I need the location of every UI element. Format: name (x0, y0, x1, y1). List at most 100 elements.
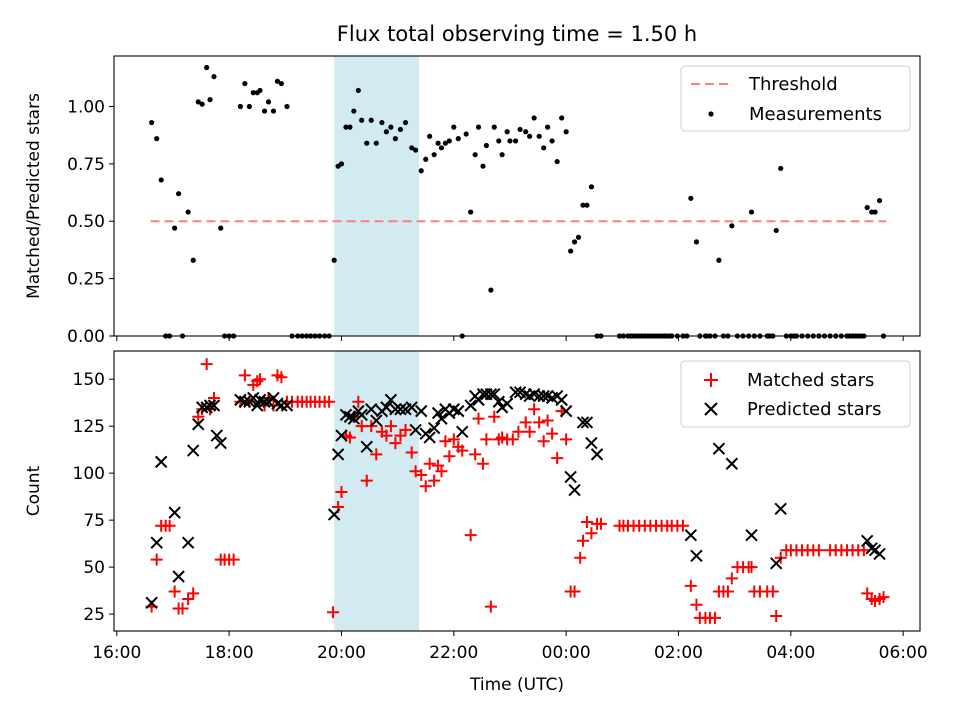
measurement-point (778, 166, 783, 171)
measurement-point (774, 228, 779, 233)
measurement-point (364, 141, 369, 146)
measurement-point (576, 235, 581, 240)
matched-star-point (690, 599, 702, 611)
matched-star-point (201, 358, 213, 370)
measurement-point (729, 223, 734, 228)
matched-star-point (151, 554, 163, 566)
measurement-point (541, 145, 546, 150)
measurement-point (393, 136, 398, 141)
measurement-point (238, 104, 243, 109)
chart-title: Flux total observing time = 1.50 h (337, 22, 697, 46)
top-panel: 0.000.250.500.751.00 Matched/Predicted s… (24, 56, 920, 347)
predicted-star-point (457, 426, 468, 437)
matched-star-point (813, 544, 825, 556)
top-shaded-span (334, 56, 419, 336)
measurement-point (419, 168, 424, 173)
matched-star-point (239, 369, 251, 381)
measurement-point (247, 104, 252, 109)
measurement-point (266, 99, 271, 104)
matched-star-point (542, 415, 554, 427)
predicted-star-point (169, 507, 180, 518)
predicted-star-point (173, 571, 184, 582)
measurement-point (545, 125, 550, 130)
measurement-point (149, 120, 154, 125)
measurement-point (572, 239, 577, 244)
top-y-axis: 0.00 0.25 0.50 0.75 1.00 (67, 97, 114, 347)
y-tick-label: 150 (73, 370, 105, 390)
predicted-star-point (565, 471, 576, 482)
measurement-point (176, 191, 181, 196)
matched-star-point (485, 601, 497, 613)
predicted-star-point (592, 449, 603, 460)
measurement-point (432, 152, 437, 157)
x-tick-label: 06:00 (879, 643, 928, 663)
measurement-point (379, 120, 384, 125)
matched-star-point (585, 527, 597, 539)
measurement-point (559, 115, 564, 120)
y-tick-label: 1.00 (67, 97, 105, 117)
measurement-point (877, 198, 882, 203)
matched-star-point (685, 580, 697, 592)
matched-star-point (428, 475, 440, 487)
matched-star-point (420, 480, 432, 492)
y-tick-label: 0.00 (67, 327, 105, 347)
measurement-point (694, 239, 699, 244)
bottom-x-axis: 16:00 18:00 20:00 22:00 00:00 02:00 04:00 06:00 (92, 631, 927, 663)
measurement-point (451, 125, 456, 130)
bottom-legend: Matched stars Predicted stars (681, 361, 910, 427)
measurement-point (505, 129, 510, 134)
measurement-point (359, 118, 364, 123)
matched-star-point (574, 552, 586, 564)
measurement-point (468, 209, 473, 214)
measurement-point (211, 74, 216, 79)
predicted-star-point (874, 548, 885, 559)
x-tick-label: 04:00 (766, 643, 815, 663)
predicted-star-point (746, 530, 757, 541)
measurement-point (456, 136, 461, 141)
bottom-y-axis: 25 50 75 100 125 150 (73, 370, 114, 625)
measurement-point (688, 196, 693, 201)
matched-star-point (581, 516, 593, 528)
bottom-panel: 25 50 75 100 125 150 16:00 18:00 20:00 22:00 00:0… (24, 351, 928, 695)
matched-star-point (488, 411, 500, 423)
measurement-point (484, 143, 489, 148)
matched-star-point (512, 426, 524, 438)
measurement-point (537, 134, 542, 139)
y-tick-label: 0.75 (67, 155, 105, 175)
measurement-point (271, 108, 276, 113)
matched-star-point (469, 448, 481, 460)
measurement-point (172, 226, 177, 231)
x-tick-label: 16:00 (92, 643, 141, 663)
x-tick-label: 20:00 (317, 643, 366, 663)
predicted-star-point (586, 438, 597, 449)
matched-star-point (254, 373, 266, 385)
x-tick-label: 02:00 (654, 643, 703, 663)
measurement-point (356, 88, 361, 93)
matched-star-point (767, 586, 779, 598)
x-tick-label: 22:00 (429, 643, 478, 663)
measurement-point (716, 258, 721, 263)
matched-star-point (560, 433, 572, 445)
y-tick-label: 0.50 (67, 212, 105, 232)
measurement-point (523, 129, 528, 134)
measurement-point (584, 203, 589, 208)
measurement-point (388, 125, 393, 130)
x-axis-label: Time (UTC) (469, 675, 564, 695)
measurement-point (374, 141, 379, 146)
measurement-point (242, 81, 247, 86)
predicted-star-point (691, 550, 702, 561)
legend-matched-label: Matched stars (747, 370, 874, 391)
measurement-point (749, 209, 754, 214)
measurement-point (332, 258, 337, 263)
matched-star-point (745, 561, 757, 573)
measurement-point (186, 209, 191, 214)
measurement-point (564, 129, 569, 134)
matched-star-point (477, 458, 489, 470)
measurement-point (435, 141, 440, 146)
top-legend: Threshold Measurements (681, 66, 910, 131)
measurement-point (384, 129, 389, 134)
matched-star-point (533, 416, 545, 428)
matched-star-point (507, 433, 519, 445)
legend-threshold-label: Threshold (748, 74, 838, 95)
measurement-point (517, 127, 522, 132)
